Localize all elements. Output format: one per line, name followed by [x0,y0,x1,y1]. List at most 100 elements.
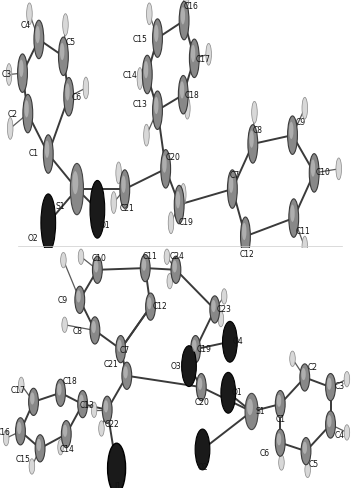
Ellipse shape [8,118,13,140]
Text: S1: S1 [56,202,65,211]
Ellipse shape [336,159,342,181]
Text: C21: C21 [104,359,119,368]
Text: C9: C9 [58,296,68,305]
Ellipse shape [289,122,293,140]
Ellipse shape [62,317,67,333]
Ellipse shape [41,195,56,252]
Text: I1: I1 [114,481,121,488]
Ellipse shape [189,40,199,79]
Ellipse shape [206,44,211,66]
Text: C6: C6 [72,93,82,102]
Ellipse shape [242,224,247,241]
Text: C21: C21 [120,204,134,213]
Ellipse shape [144,62,148,79]
Ellipse shape [58,38,68,77]
Text: C3: C3 [334,382,345,391]
Text: C12: C12 [240,249,255,258]
Ellipse shape [279,455,284,470]
Ellipse shape [58,440,63,455]
Ellipse shape [192,340,197,352]
Ellipse shape [45,141,49,159]
Ellipse shape [18,55,27,93]
Ellipse shape [300,364,310,391]
Ellipse shape [120,170,130,209]
Ellipse shape [176,192,180,209]
Ellipse shape [65,84,70,102]
Ellipse shape [277,433,281,446]
Ellipse shape [79,395,84,407]
Ellipse shape [344,372,350,387]
Ellipse shape [83,78,89,100]
Ellipse shape [183,0,189,10]
Ellipse shape [116,163,121,184]
Text: C24: C24 [169,252,184,261]
Text: C17: C17 [196,55,211,63]
Text: C4: C4 [334,430,345,439]
Text: C14: C14 [60,444,75,453]
Ellipse shape [76,291,81,303]
Text: C4: C4 [21,21,31,30]
Ellipse shape [277,395,281,407]
Ellipse shape [181,8,185,25]
Text: C13: C13 [79,400,94,409]
Ellipse shape [302,237,307,259]
Ellipse shape [153,20,162,58]
Ellipse shape [27,4,32,26]
Text: C2: C2 [7,110,17,119]
Text: C11: C11 [295,226,310,235]
Text: C5: C5 [66,38,76,47]
Ellipse shape [222,322,237,363]
Ellipse shape [90,317,100,345]
Ellipse shape [93,257,102,284]
Ellipse shape [154,98,158,115]
Ellipse shape [78,249,84,265]
Ellipse shape [35,27,40,44]
Ellipse shape [327,378,332,390]
Ellipse shape [228,170,237,209]
Text: C8: C8 [73,326,83,335]
Ellipse shape [167,274,172,289]
Text: S1: S1 [255,406,265,415]
Text: C12: C12 [152,302,167,310]
Ellipse shape [180,82,184,100]
Text: C14: C14 [123,71,138,80]
Ellipse shape [147,298,152,310]
Text: C19: C19 [179,218,194,226]
Ellipse shape [174,186,184,224]
Ellipse shape [247,399,253,415]
Ellipse shape [91,402,97,418]
Ellipse shape [23,95,33,134]
Ellipse shape [289,200,299,238]
Text: C1: C1 [29,149,39,158]
Ellipse shape [72,172,78,195]
Ellipse shape [290,205,295,223]
Ellipse shape [195,429,210,470]
Text: O1: O1 [99,220,110,229]
Ellipse shape [161,150,171,189]
Text: C18: C18 [62,376,77,385]
Ellipse shape [94,261,98,273]
Ellipse shape [140,255,150,282]
Ellipse shape [301,368,306,381]
Text: C7: C7 [229,170,239,180]
Ellipse shape [198,378,202,390]
Ellipse shape [245,393,258,430]
Ellipse shape [102,396,112,424]
Ellipse shape [121,176,126,194]
Ellipse shape [117,340,122,352]
Ellipse shape [6,64,12,86]
Ellipse shape [15,418,25,445]
Ellipse shape [30,392,35,405]
Ellipse shape [146,293,156,321]
Ellipse shape [191,336,201,363]
Ellipse shape [122,363,132,389]
Text: C8: C8 [253,125,263,134]
Ellipse shape [164,249,170,265]
Ellipse shape [24,101,29,118]
Ellipse shape [210,296,220,324]
Text: C13: C13 [133,100,148,109]
Text: C15: C15 [15,454,30,463]
Text: C16: C16 [184,2,199,11]
Ellipse shape [116,336,126,363]
Text: C23: C23 [216,304,231,313]
